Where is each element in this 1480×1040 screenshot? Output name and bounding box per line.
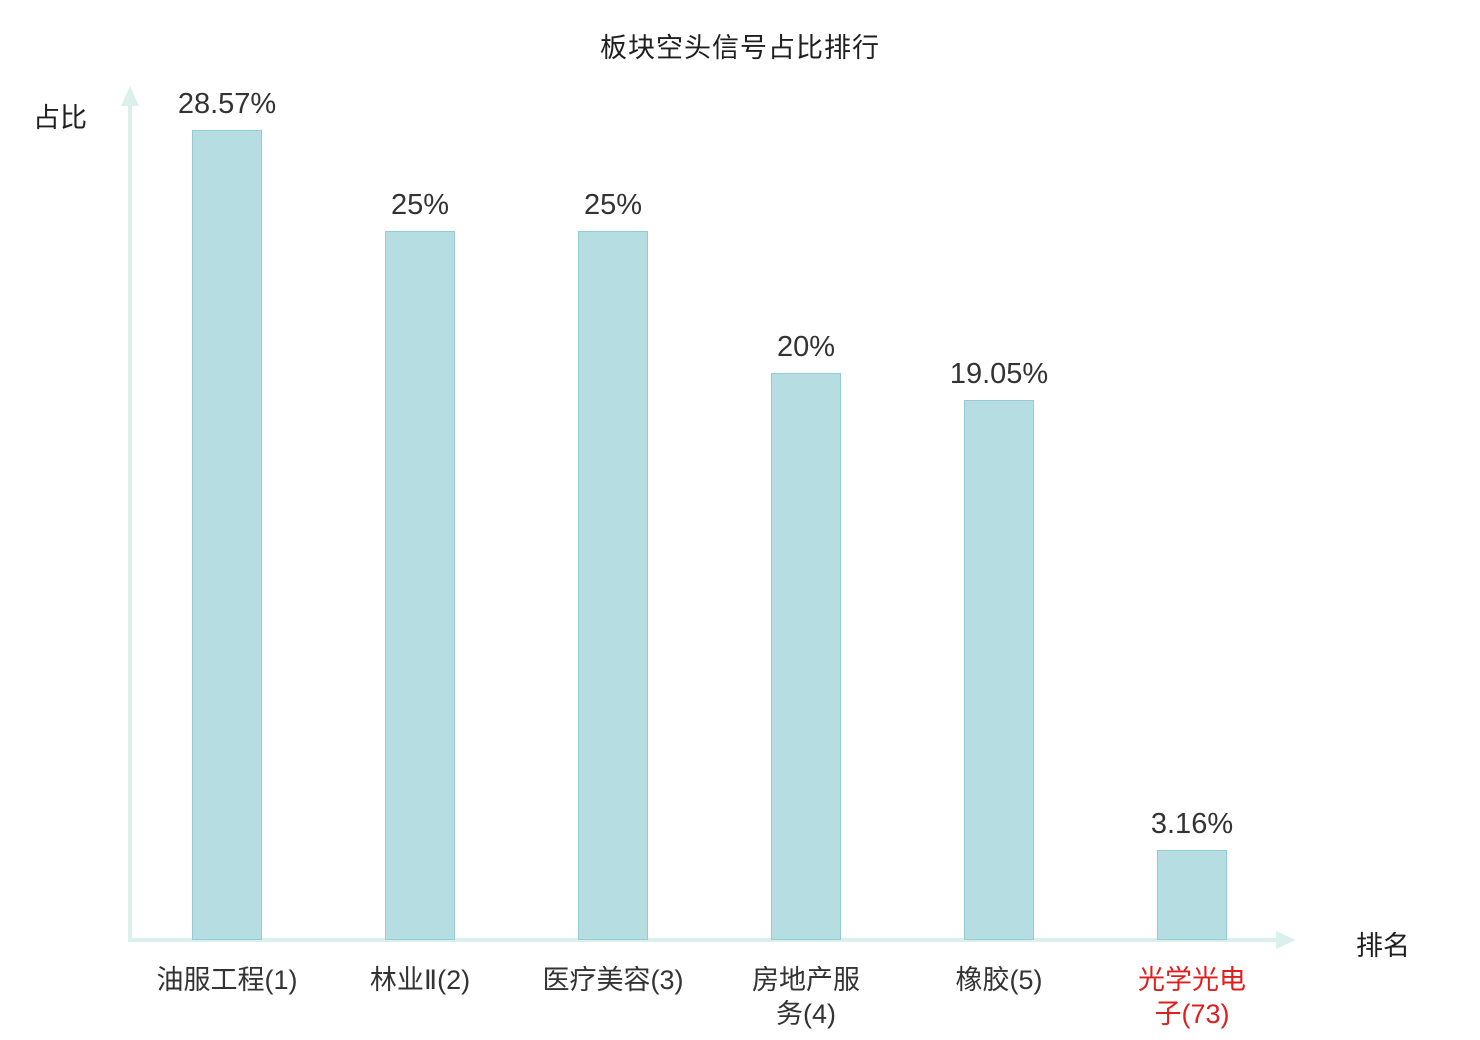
bar-value-label: 25%	[390, 189, 450, 221]
bar	[771, 373, 841, 940]
x-axis-line	[128, 931, 1296, 949]
x-axis-title: 排名	[1356, 931, 1410, 961]
y-axis-title: 占比	[33, 103, 87, 133]
category-label: 房地产服 务(4)	[752, 965, 860, 1029]
category-label: 林业Ⅱ(2)	[369, 965, 471, 995]
bar	[385, 231, 455, 940]
bar	[192, 130, 262, 940]
bar	[964, 400, 1034, 940]
bar-value-label: 19.05%	[949, 358, 1049, 390]
bar-value-label: 3.16%	[1150, 808, 1234, 840]
bar-value-label: 28.57%	[177, 88, 277, 120]
bar-value-label: 25%	[583, 189, 643, 221]
bar	[578, 231, 648, 940]
y-axis-line	[121, 86, 139, 942]
category-label: 光学光电 子(73)	[1138, 965, 1246, 1029]
category-label: 橡胶(5)	[955, 965, 1043, 995]
chart-title: 板块空头信号占比排行	[600, 33, 880, 63]
category-label: 医疗美容(3)	[542, 965, 684, 995]
x-axis-arrow-icon	[1276, 931, 1296, 949]
category-label: 油服工程(1)	[156, 965, 298, 995]
bar	[1157, 850, 1227, 940]
bar-value-label: 20%	[776, 331, 836, 363]
